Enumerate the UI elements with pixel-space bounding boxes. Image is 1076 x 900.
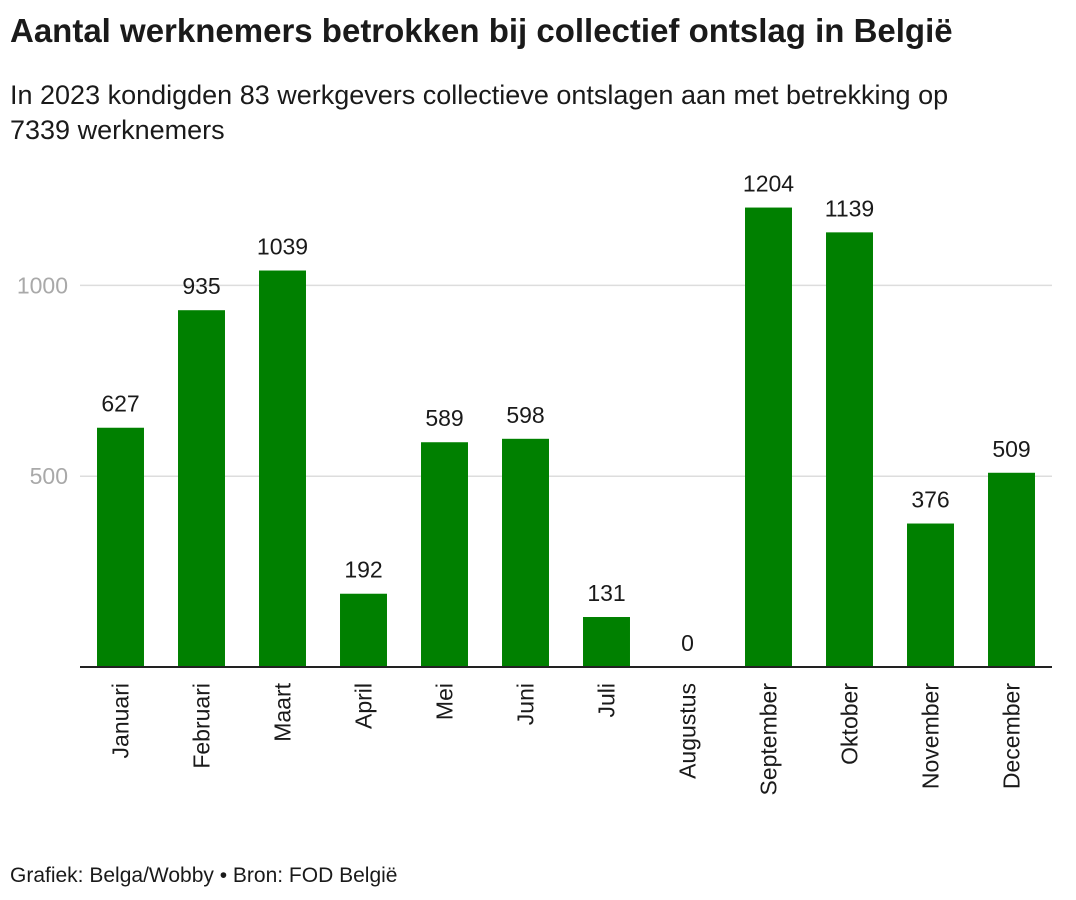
data-label-juli: 131	[587, 580, 625, 606]
bar-oktober	[826, 232, 873, 667]
x-tick-label-maart: Maart	[270, 682, 296, 741]
y-tick-label: 1000	[17, 272, 68, 298]
x-tick-label-mei: Mei	[432, 683, 458, 720]
x-tick-label-november: November	[918, 683, 944, 789]
y-axis-ticks: 500 1000	[17, 272, 68, 489]
data-label-december: 509	[992, 436, 1030, 462]
x-tick-label-augustus: Augustus	[675, 683, 701, 779]
x-tick-label-september: September	[756, 683, 782, 796]
bar-april	[340, 593, 387, 667]
x-tick-label-juni: Juni	[513, 683, 539, 725]
data-label-oktober: 1139	[825, 195, 874, 221]
data-label-september: 1204	[743, 171, 794, 197]
chart-subtitle: In 2023 kondigden 83 werkgevers collecti…	[10, 80, 949, 145]
bar-mei	[421, 442, 468, 667]
data-labels: 627 935 1039 192 589 598 131 0 1204 1139 376 509	[101, 171, 1030, 656]
bar-februari	[178, 310, 225, 667]
bar-juni	[502, 438, 549, 667]
x-tick-label-juli: Juli	[594, 683, 620, 718]
data-label-februari: 935	[182, 273, 220, 299]
x-tick-label-april: April	[351, 683, 377, 729]
data-label-november: 376	[911, 487, 949, 513]
data-label-juni: 598	[506, 402, 544, 428]
x-tick-label-februari: Februari	[189, 683, 215, 769]
data-label-januari: 627	[101, 391, 139, 417]
bar-december	[988, 472, 1035, 667]
bar-september	[745, 207, 792, 668]
data-label-april: 192	[344, 557, 382, 583]
bar-maart	[259, 270, 306, 667]
y-tick-label: 500	[30, 463, 68, 489]
x-tick-label-december: December	[999, 683, 1025, 789]
bar-juli	[583, 617, 630, 667]
data-label-maart: 1039	[257, 234, 308, 260]
gridlines	[80, 284, 1052, 477]
data-label-mei: 589	[425, 405, 463, 431]
bars	[97, 207, 1035, 668]
data-label-augustus: 0	[681, 630, 694, 656]
x-axis-labels: Januari Februari Maart April Mei Juni Juli Augu…	[108, 682, 1025, 795]
x-tick-label-oktober: Oktober	[837, 683, 863, 765]
bar-januari	[97, 427, 144, 667]
x-tick-label-januari: Januari	[108, 683, 134, 758]
source-credit: Grafiek: Belga/Wobby • Bron: FOD België	[10, 864, 398, 887]
bar-november	[907, 523, 954, 667]
chart-title: Aantal werknemers betrokken bij collecti…	[10, 12, 953, 49]
